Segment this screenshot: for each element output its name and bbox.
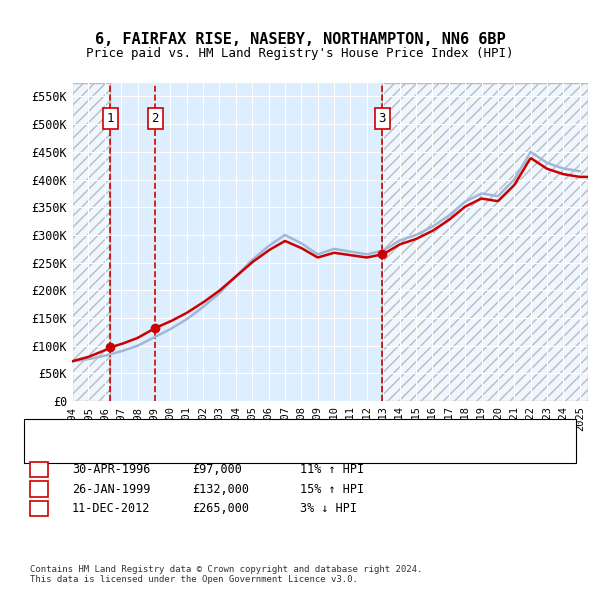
Bar xyxy=(72,83,110,401)
Text: £265,000: £265,000 xyxy=(192,502,249,515)
Text: 2: 2 xyxy=(35,483,43,496)
Text: 6, FAIRFAX RISE, NASEBY, NORTHAMPTON, NN6 6BP (detached house): 6, FAIRFAX RISE, NASEBY, NORTHAMPTON, NN… xyxy=(78,423,466,432)
Bar xyxy=(382,83,588,401)
Text: Contains HM Land Registry data © Crown copyright and database right 2024.
This d: Contains HM Land Registry data © Crown c… xyxy=(30,565,422,584)
Text: 3: 3 xyxy=(35,502,43,515)
Bar xyxy=(72,83,110,401)
Text: 11% ↑ HPI: 11% ↑ HPI xyxy=(300,463,364,476)
Text: 11-DEC-2012: 11-DEC-2012 xyxy=(72,502,151,515)
Text: 6, FAIRFAX RISE, NASEBY, NORTHAMPTON, NN6 6BP: 6, FAIRFAX RISE, NASEBY, NORTHAMPTON, NN… xyxy=(95,32,505,47)
Text: 3: 3 xyxy=(379,112,386,125)
Text: 15% ↑ HPI: 15% ↑ HPI xyxy=(300,483,364,496)
Text: 2: 2 xyxy=(151,112,159,125)
Text: £132,000: £132,000 xyxy=(192,483,249,496)
Text: £97,000: £97,000 xyxy=(192,463,242,476)
Text: 26-JAN-1999: 26-JAN-1999 xyxy=(72,483,151,496)
Bar xyxy=(382,83,588,401)
Text: Price paid vs. HM Land Registry's House Price Index (HPI): Price paid vs. HM Land Registry's House … xyxy=(86,47,514,60)
Text: 1: 1 xyxy=(35,463,43,476)
Text: 3% ↓ HPI: 3% ↓ HPI xyxy=(300,502,357,515)
Text: 1: 1 xyxy=(106,112,114,125)
Text: HPI: Average price, detached house, West Northamptonshire: HPI: Average price, detached house, West… xyxy=(78,444,434,453)
Text: 30-APR-1996: 30-APR-1996 xyxy=(72,463,151,476)
